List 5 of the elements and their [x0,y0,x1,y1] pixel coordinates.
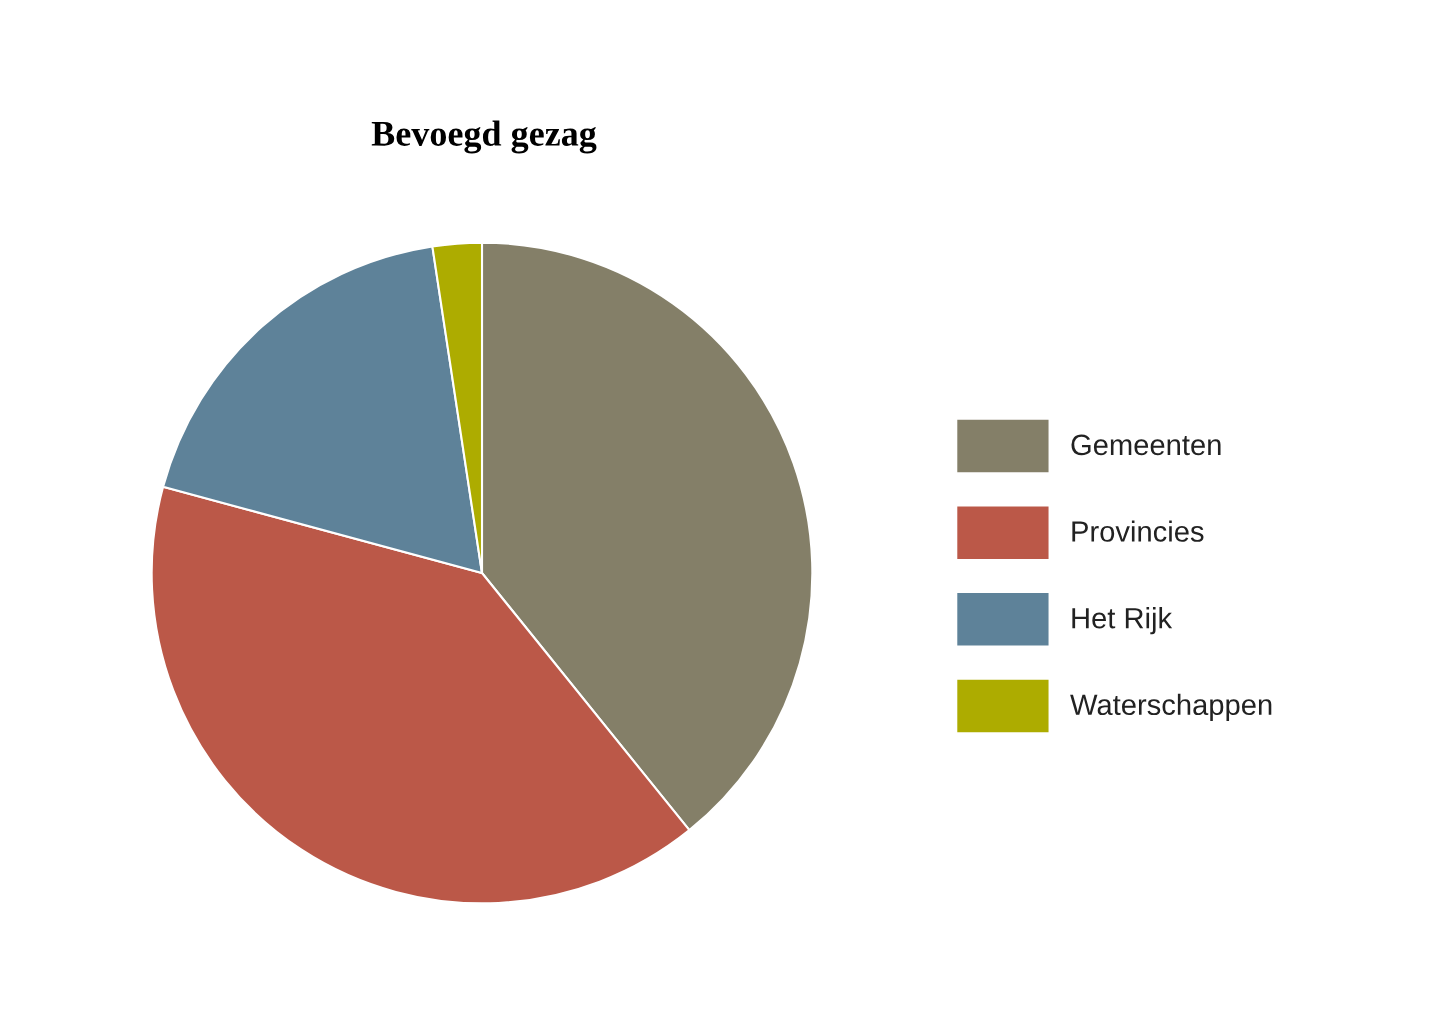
chart-title: Bevoegd gezag [371,120,597,154]
legend-label: Het Rijk [1072,607,1173,635]
legend-label: Waterschappen [1070,693,1272,721]
legend-label: Provincies [1072,520,1204,542]
legend-label: Gemeenten [1071,434,1221,456]
